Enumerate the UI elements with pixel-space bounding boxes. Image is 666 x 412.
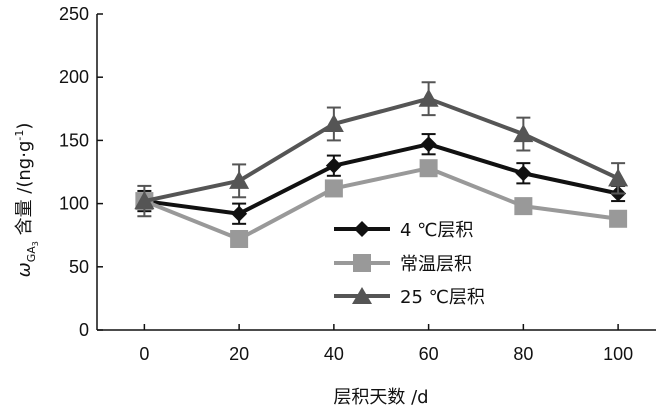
data-point [231,205,248,222]
legend-label-4c: 4 ℃层积 [400,220,473,241]
legend-item-4c: 4 ℃层积 [334,220,473,241]
legend: 4 ℃层积 常温层积 25 ℃层积 [334,220,485,308]
data-point [609,209,628,228]
x-tick-label: 100 [603,344,633,364]
legend-item-25c: 25 ℃层积 [334,287,485,308]
data-point [229,170,250,189]
data-point [419,159,438,178]
x-tick-label: 40 [324,344,344,364]
data-point [514,197,533,216]
series-2 [134,81,629,218]
data-point [608,168,629,187]
x-tick-label: 60 [419,344,439,364]
legend-label-room-temp: 常温层积 [400,254,472,275]
legend-item-room-temp: 常温层积 [334,254,472,275]
y-axis-ticks: 0 50 100 150 200 250 [59,4,103,340]
data-point [418,88,439,107]
x-tick-label: 20 [229,344,249,364]
data-point [420,136,437,153]
y-tick-label: 50 [69,257,89,277]
data-point [513,124,534,143]
x-axis-ticks: 0 20 40 60 80 100 [139,324,633,364]
y-tick-label: 100 [59,194,89,214]
x-tick-label: 0 [139,344,149,364]
data-point [325,157,342,174]
x-tick-label: 80 [513,344,533,364]
data-point [134,191,155,210]
data-point [230,229,249,248]
series-line [143,166,619,241]
y-axis-title: ωGA3 含量 /(ng·g-1) [13,123,40,278]
y-tick-label: 200 [59,67,89,87]
legend-label-25c: 25 ℃层积 [400,287,485,308]
y-tick-label: 250 [59,4,89,24]
x-axis-title: 层积天数 /d [333,387,428,408]
series-line [144,142,619,216]
y-tick-label: 150 [59,130,89,150]
data-point [323,113,344,132]
y-tick-label: 0 [79,320,89,340]
data-point [324,179,343,198]
series-1 [135,159,628,248]
series-line [143,96,619,204]
series-layer [134,81,629,248]
data-point [515,165,532,182]
axes [96,14,656,331]
